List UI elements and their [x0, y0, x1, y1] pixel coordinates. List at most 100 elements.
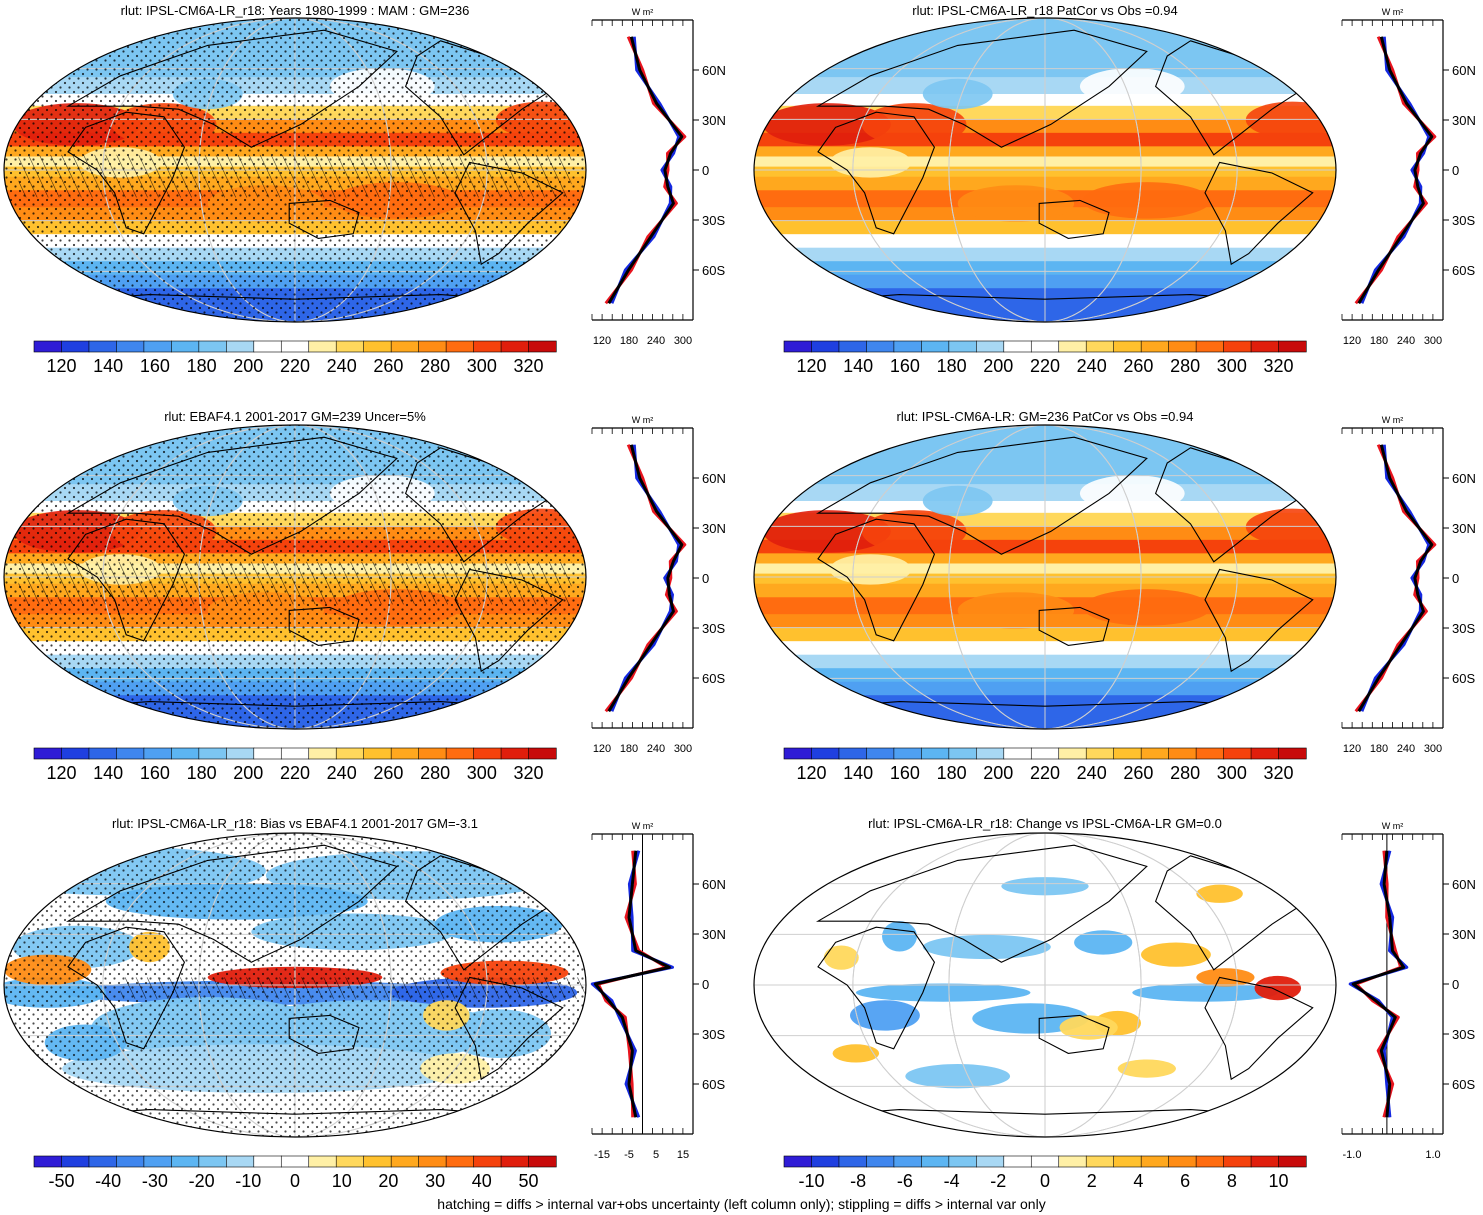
- map-panel-5: [4, 833, 586, 1137]
- profile-value-label: 120: [593, 335, 611, 347]
- colorbar-label: 320: [514, 763, 544, 783]
- colorbar-cell: [1223, 340, 1252, 353]
- colorbar-label: 8: [1227, 1171, 1237, 1191]
- colorbar-cell: [1058, 340, 1087, 353]
- profile-line-mean: [1351, 850, 1406, 1118]
- colorbar-label: 200: [233, 356, 263, 376]
- colorbar-cell: [1030, 1155, 1060, 1168]
- colorbar-label: -50: [48, 1171, 74, 1191]
- colorbar-cell: [143, 747, 172, 760]
- map-outline-3: [3, 424, 587, 730]
- colorbar-label: 300: [467, 763, 497, 783]
- map-anomaly: [922, 934, 1051, 960]
- profile-lat-label: 60N: [702, 63, 726, 78]
- profile-lat-label: 30S: [702, 621, 725, 636]
- profile-lat-label: 60S: [1452, 671, 1475, 686]
- colorbar-label: 2: [1087, 1171, 1097, 1191]
- colorbar-cell: [528, 1155, 557, 1168]
- colorbar-label: 40: [472, 1171, 492, 1191]
- colorbar-label: -40: [95, 1171, 121, 1191]
- map-blob: [1079, 475, 1185, 512]
- profile-value-label: 180: [1370, 335, 1388, 347]
- hatch-overlay: [18, 561, 572, 605]
- colorbar-cell: [838, 340, 868, 353]
- colorbar-cell: [1058, 1155, 1087, 1168]
- colorbar-cell: [143, 340, 172, 353]
- colorbar-label: -8: [850, 1171, 866, 1191]
- colorbar-cell: [1003, 747, 1032, 760]
- colorbar-cell: [226, 1155, 255, 1168]
- colorbar-label: -30: [142, 1171, 168, 1191]
- graticule-lon: [948, 833, 1142, 1137]
- colorbar-label: -10: [798, 1171, 824, 1191]
- colorbar-label: 30: [425, 1171, 445, 1191]
- colorbar-cell: [198, 340, 227, 353]
- colorbar-cell: [226, 340, 255, 353]
- colorbar-cell: [893, 1155, 922, 1168]
- map-blob: [957, 185, 1075, 222]
- colorbar-cell: [445, 1155, 475, 1168]
- colorbar-cell: [1003, 1155, 1032, 1168]
- profile-lat-label: 60N: [702, 471, 726, 486]
- colorbar-cell: [445, 747, 475, 760]
- coastline: [1038, 1014, 1110, 1054]
- graticule-lon: [948, 18, 1142, 322]
- colorbar-label: -2: [990, 1171, 1006, 1191]
- panel-title-2: rlut: IPSL-CM6A-LR_r18 PatCor vs Obs =0.…: [912, 3, 1178, 18]
- colorbar-4: 120 140 160 180 200 220 240 260 280 300 320: [783, 747, 1307, 783]
- colorbar-label: 240: [1077, 356, 1107, 376]
- map-anomaly: [1059, 1015, 1118, 1040]
- profile-value-label: 240: [647, 335, 665, 347]
- map-anomaly: [882, 921, 917, 952]
- profile-lat-label: 60S: [702, 1077, 725, 1092]
- colorbar-cell: [783, 340, 813, 353]
- colorbar-cell: [921, 340, 950, 353]
- colorbar-cell: [253, 747, 282, 760]
- colorbar-cell: [33, 340, 63, 353]
- colorbar-cell: [116, 1155, 145, 1168]
- colorbar-cell: [1250, 747, 1280, 760]
- map-blob: [957, 592, 1075, 629]
- colorbar-cell: [308, 747, 337, 760]
- colorbar-cell: [116, 747, 145, 760]
- colorbar-label: 120: [796, 763, 826, 783]
- coastline: [815, 844, 1148, 963]
- profile-value-label: 120: [593, 743, 611, 755]
- colorbar-cell: [1058, 747, 1087, 760]
- zonal-profile-3: W m² 60N 30N 0 30S 60S 120 180 240 300: [591, 415, 726, 755]
- profile-lat-label: 30N: [1452, 927, 1476, 942]
- colorbar-cell: [1085, 340, 1115, 353]
- profile-line-model: [1354, 444, 1437, 713]
- colorbar-cell: [363, 1155, 392, 1168]
- colorbar-label: 280: [1170, 763, 1200, 783]
- colorbar-cell: [308, 1155, 337, 1168]
- colorbar-cell: [88, 1155, 118, 1168]
- colorbar-cell: [500, 747, 530, 760]
- colorbar-cell: [1030, 340, 1060, 353]
- colorbar-label: -4: [944, 1171, 960, 1191]
- profile-value-label: 15: [677, 1149, 689, 1161]
- profile-unit: W m²: [632, 7, 654, 17]
- colorbar-cell: [198, 1155, 227, 1168]
- profile-lat-label: 60S: [1452, 1077, 1475, 1092]
- colorbar-cell: [783, 747, 813, 760]
- panel-title-5: rlut: IPSL-CM6A-LR_r18: Bias vs EBAF4.1 …: [112, 816, 478, 831]
- map-blob: [1082, 589, 1211, 626]
- colorbar-label: 260: [373, 763, 403, 783]
- colorbar-label: 220: [280, 356, 310, 376]
- colorbar-label: 0: [290, 1171, 300, 1191]
- profile-value-label: -1.0: [1343, 1149, 1362, 1161]
- map-blob: [829, 147, 912, 178]
- colorbar-cell: [335, 340, 365, 353]
- map-anomaly: [823, 945, 859, 970]
- profile-lat-label: 30S: [1452, 1027, 1475, 1042]
- profile-lat-label: 0: [1452, 163, 1459, 178]
- colorbar-cell: [921, 747, 950, 760]
- colorbar-cell: [1140, 747, 1170, 760]
- profile-lat-label: 60S: [702, 263, 725, 278]
- map-anomaly: [1196, 884, 1243, 903]
- profile-lat-label: 0: [702, 163, 709, 178]
- profile-lat-label: 30N: [702, 521, 726, 536]
- colorbar-cell: [1278, 340, 1307, 353]
- profile-value-label: 300: [1424, 743, 1442, 755]
